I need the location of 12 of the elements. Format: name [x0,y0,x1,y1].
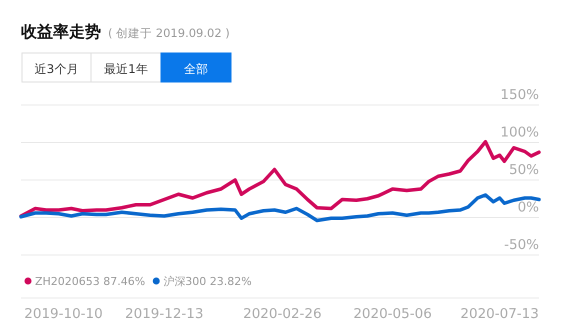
x-tick-label: 2020-02-26 [243,306,322,322]
chart-title: 收益率走势 [21,22,101,41]
y-tick-label: 0% [518,200,540,216]
y-tick-label: 150% [500,87,540,103]
x-tick-label: 2019-10-10 [24,306,103,322]
y-tick-label: 50% [508,162,540,178]
chart-subtitle: ( 创建于 2019.09.02 ) [108,26,230,40]
y-tick-label: 100% [500,124,540,140]
x-tick-label: 2019-12-13 [125,306,204,322]
x-tick-label: 2020-07-13 [460,306,539,322]
x-tick-label: 2020-05-06 [353,306,432,322]
y-tick-label: -50% [504,237,540,253]
